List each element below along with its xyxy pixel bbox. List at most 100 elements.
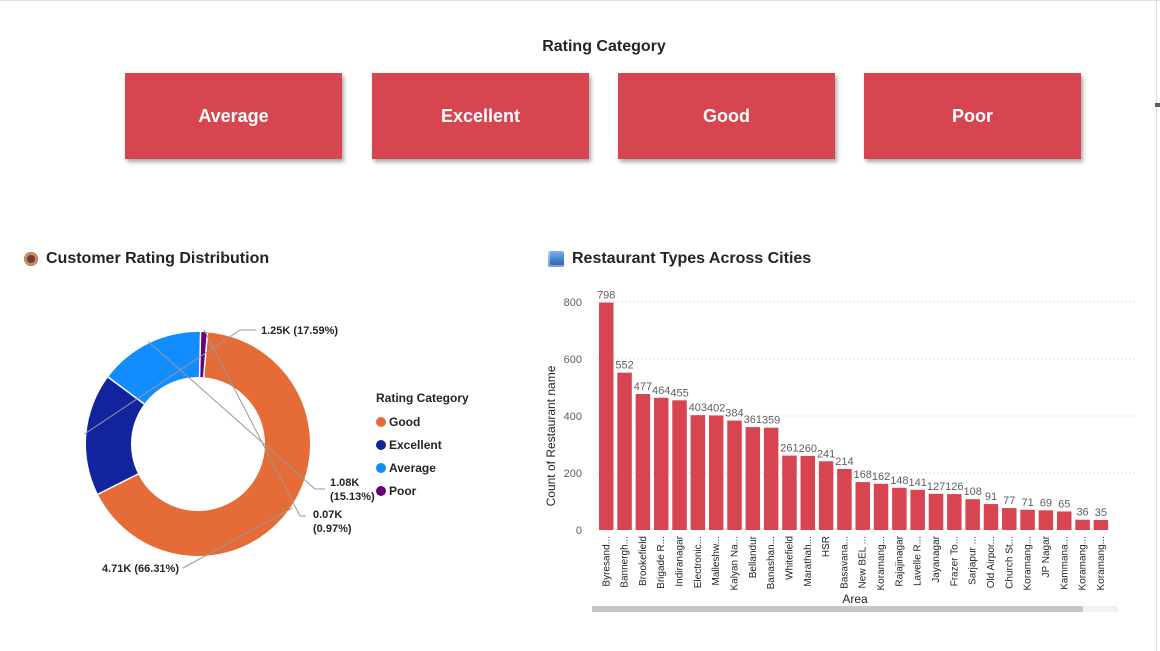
bar[interactable]: [965, 499, 980, 530]
x-tick-label: Electronic...: [693, 536, 704, 588]
bar[interactable]: [1057, 511, 1072, 530]
donut-chart: 4.71K (66.31%) 1.25K (17.59%) 1.08K (15.13%…: [84, 325, 375, 575]
bar[interactable]: [892, 487, 907, 530]
bar[interactable]: [1093, 520, 1109, 530]
bar-data-label: 552: [615, 360, 633, 372]
tile-good[interactable]: Good: [618, 73, 835, 159]
y-tick-label: 400: [564, 411, 582, 423]
bar-data-label: 36: [1076, 507, 1088, 519]
bar-visual-title: Restaurant Types Across Cities: [572, 250, 812, 267]
x-tick-label: HSR: [821, 536, 832, 557]
legend-item-good[interactable]: Good: [376, 410, 469, 433]
slice-separator: [202, 332, 209, 378]
bar[interactable]: [947, 494, 962, 530]
bar[interactable]: [1020, 509, 1035, 530]
x-tick-label: Koramang...: [1078, 536, 1089, 590]
donut-data-label: 4.71K (66.31%): [102, 563, 179, 575]
bar[interactable]: [837, 469, 852, 530]
bar-data-label: 127: [927, 481, 945, 493]
bar-data-label: 214: [835, 456, 853, 468]
bar-data-label: 477: [634, 381, 652, 393]
legend-marker: [376, 416, 386, 427]
bar-data-label: 77: [1003, 495, 1015, 507]
bar-data-label: 148: [890, 475, 908, 487]
scrollbar-thumb[interactable]: [592, 606, 1083, 612]
donut-data-label: 1.08K: [330, 477, 359, 489]
slice-separator: [198, 332, 202, 378]
bar[interactable]: [782, 455, 797, 530]
x-tick-label: Brookefield: [638, 536, 649, 586]
bar-data-label: 126: [945, 481, 963, 493]
x-tick-label: Whitefield: [784, 536, 795, 580]
bar[interactable]: [672, 400, 687, 530]
legend-label: Poor: [389, 483, 417, 498]
leader-line: [147, 341, 325, 490]
bar-data-label: 108: [963, 486, 981, 498]
leader-line: [203, 329, 306, 517]
bar[interactable]: [1038, 510, 1054, 530]
bar[interactable]: [818, 461, 834, 530]
legend-label: Excellent: [389, 437, 442, 452]
bar-data-label: 69: [1040, 497, 1052, 509]
bar[interactable]: [983, 504, 999, 530]
y-axis-title: Count of Restaurant name: [544, 365, 558, 506]
bar-data-label: 91: [985, 491, 997, 503]
x-tick-label: Kalyan Na...: [729, 536, 740, 590]
resize-handle[interactable]: [1155, 103, 1160, 107]
bar[interactable]: [873, 483, 889, 530]
bar-data-label: 260: [799, 443, 817, 455]
bar[interactable]: [745, 427, 761, 530]
legend-item-poor[interactable]: Poor: [376, 479, 469, 502]
x-tick-label: Frazer To...: [949, 536, 960, 586]
bar[interactable]: [653, 397, 669, 530]
bar-data-label: 141: [909, 477, 927, 489]
bar-chart: 0 200 400 600 800 Count of Restaurant name 798…: [544, 290, 1134, 612]
bar[interactable]: [1075, 519, 1090, 530]
y-tick-label: 0: [576, 525, 582, 537]
donut-slice-average[interactable]: [108, 332, 201, 405]
bar[interactable]: [763, 427, 779, 530]
donut-slice-excellent[interactable]: [86, 377, 145, 495]
tile-poor[interactable]: Poor: [864, 73, 1081, 159]
legend-item-excellent[interactable]: Excellent: [376, 433, 469, 456]
x-tick-label: Malleshw...: [711, 536, 722, 585]
bar-data-label: 464: [652, 385, 670, 397]
bar[interactable]: [708, 415, 724, 530]
bar[interactable]: [800, 455, 816, 530]
bar[interactable]: [599, 302, 614, 530]
donut-data-label: (15.13%): [330, 491, 375, 503]
bar[interactable]: [617, 372, 632, 530]
y-tick-label: 600: [564, 354, 582, 366]
donut-slice-good[interactable]: [97, 332, 310, 556]
tile-excellent[interactable]: Excellent: [372, 73, 589, 159]
legend-label: Good: [389, 414, 421, 429]
x-tick-label: Jayanagar: [931, 535, 942, 582]
x-tick-label: Brigade R...: [656, 536, 667, 589]
x-tick-label: Kammana...: [1059, 536, 1070, 590]
bar[interactable]: [1002, 508, 1017, 530]
right-border: [1156, 0, 1157, 651]
donut-data-label: 0.07K: [313, 509, 342, 521]
y-tick-label: 200: [564, 468, 582, 480]
legend-item-average[interactable]: Average: [376, 456, 469, 479]
donut-visual-title: Customer Rating Distribution: [46, 250, 270, 267]
donut-visual-header: Customer Rating Distribution: [24, 250, 269, 268]
slice-separator: [107, 376, 145, 405]
donut-data-label: (0.97%): [313, 523, 352, 535]
slice-separator: [97, 473, 139, 495]
donut-legend: Rating Category Good Excellent Average Poor: [376, 391, 469, 502]
bar[interactable]: [910, 489, 925, 530]
bar-visual-header: Restaurant Types Across Cities: [548, 250, 811, 268]
x-tick-label: Koramang...: [1096, 536, 1107, 590]
tile-average[interactable]: Average: [125, 73, 342, 159]
bar[interactable]: [727, 420, 742, 530]
x-tick-label: JP Nagar: [1041, 535, 1052, 577]
bar[interactable]: [635, 394, 651, 530]
x-tick-label: Rajajinagar: [894, 535, 905, 586]
bar[interactable]: [690, 415, 706, 530]
bar[interactable]: [928, 493, 944, 530]
legend-marker: [376, 485, 386, 496]
bar[interactable]: [855, 482, 870, 530]
bar-data-label: 798: [597, 290, 615, 302]
legend-marker: [376, 439, 386, 450]
